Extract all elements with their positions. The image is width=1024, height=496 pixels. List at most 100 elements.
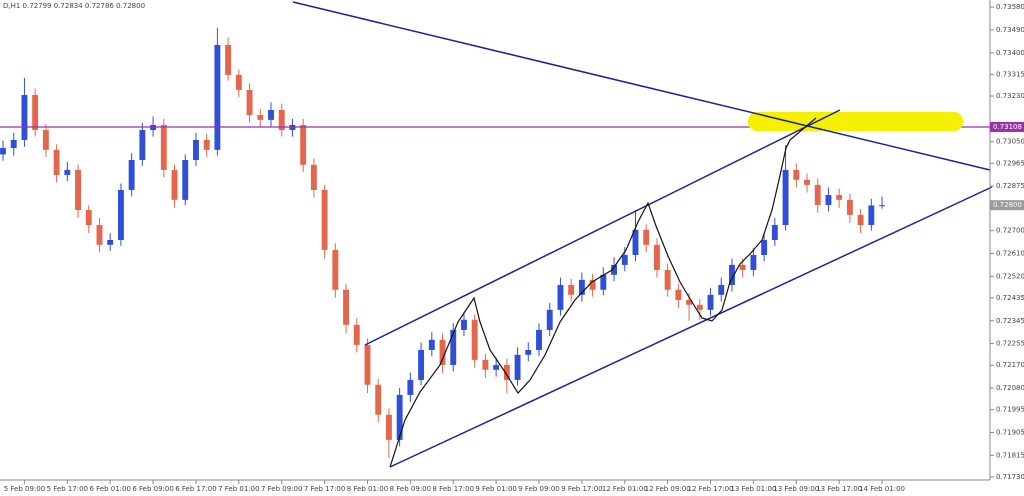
x-tick-label: 7 Feb 17:00 <box>304 485 345 493</box>
candle-body <box>879 205 885 207</box>
y-tick-label: 0.72520 <box>996 272 1024 280</box>
candle-body <box>160 124 167 170</box>
channel-lower <box>389 186 993 468</box>
y-tick-label: 0.72080 <box>996 384 1024 392</box>
y-tick-label: 0.72435 <box>996 294 1024 302</box>
x-tick-label: 6 Feb 09:00 <box>132 485 173 493</box>
x-tick-label: 6 Feb 17:00 <box>175 485 216 493</box>
y-tick-label: 0.73580 <box>996 3 1024 11</box>
candle-body <box>814 184 821 205</box>
candle-body <box>643 229 650 245</box>
candle-body <box>750 254 757 270</box>
candle-body <box>804 179 810 185</box>
y-tick-label: 0.71995 <box>996 406 1024 414</box>
candle-body <box>10 139 17 149</box>
candle-body <box>653 244 660 270</box>
candle-body <box>771 225 778 240</box>
candle-body <box>385 414 392 440</box>
annotations <box>292 1 993 468</box>
candle-body <box>664 269 671 290</box>
y-tick-label: 0.71815 <box>996 451 1024 459</box>
candle-body <box>557 284 564 310</box>
candle-body <box>321 189 328 250</box>
candle-body <box>139 130 146 160</box>
candle-body <box>332 249 339 290</box>
y-tick-label: 0.73315 <box>996 70 1024 78</box>
candle-body <box>375 384 382 415</box>
candle-body <box>428 339 435 350</box>
candle-body <box>836 195 843 200</box>
y-tick-label: 0.72255 <box>996 340 1024 348</box>
candle-body <box>75 169 81 211</box>
candle-body <box>546 309 553 330</box>
candle-body <box>825 195 832 205</box>
candle-body <box>482 359 489 370</box>
highlight <box>748 112 963 131</box>
x-tick-label: 13 Feb 09:00 <box>773 485 819 493</box>
pattern-sketch <box>389 117 817 468</box>
candle-body <box>621 254 628 265</box>
y-tick-label: 0.71730 <box>996 473 1024 481</box>
candle-body <box>42 130 49 150</box>
candle-body <box>117 189 124 240</box>
candle-body <box>0 148 6 155</box>
candle-body <box>64 169 71 175</box>
candle-body <box>536 329 542 350</box>
x-tick-label: 5 Feb 09:00 <box>4 485 45 493</box>
candle-body <box>600 274 607 290</box>
x-tick-label: 6 Feb 01:00 <box>89 485 130 493</box>
candle-body <box>246 89 253 116</box>
candle-body <box>214 44 221 150</box>
candle-body <box>96 225 103 245</box>
x-tick-label: 7 Feb 09:00 <box>261 485 302 493</box>
candle-body <box>193 139 199 160</box>
candle-body <box>761 240 768 255</box>
x-tick-label: 8 Feb 09:00 <box>390 485 431 493</box>
candle-body <box>268 109 274 120</box>
y-tick-label: 0.73490 <box>996 26 1024 34</box>
level-label: 0.73108 <box>993 123 1022 131</box>
candle-body <box>632 229 639 255</box>
candle-body <box>203 139 210 150</box>
candle-body <box>21 94 28 140</box>
candle-body <box>450 329 457 365</box>
candle-body <box>739 264 746 270</box>
price-label: 0.72800 <box>993 201 1022 209</box>
x-tick-label: 9 Feb 09:00 <box>518 485 559 493</box>
candle-body <box>471 319 478 360</box>
candle-body <box>343 289 349 325</box>
candle-body <box>107 240 114 245</box>
candle-body <box>686 299 693 305</box>
candle-body <box>461 319 467 330</box>
candle-body <box>857 214 864 226</box>
y-tick-label: 0.71905 <box>996 429 1024 437</box>
candle-body <box>257 115 264 120</box>
y-tick-label: 0.72345 <box>996 317 1024 325</box>
x-tick-label: 13 Feb 17:00 <box>816 485 862 493</box>
y-tick-label: 0.73050 <box>996 138 1024 146</box>
x-tick-label: 13 Feb 01:00 <box>730 485 776 493</box>
candle-body <box>407 379 414 395</box>
candle-body <box>300 124 307 165</box>
y-tick-label: 0.72610 <box>996 249 1024 257</box>
candle-body <box>696 304 703 310</box>
plot <box>0 27 990 458</box>
channel-upper <box>364 109 841 346</box>
x-tick-label: 12 Feb 09:00 <box>645 485 691 493</box>
y-tick-label: 0.72170 <box>996 361 1024 369</box>
candle-body <box>278 109 285 131</box>
candle-body <box>85 210 92 226</box>
candle-body <box>128 160 135 190</box>
candle-body <box>235 74 242 90</box>
chart-title: D,H1 0.72799 0.72834 0.72786 0.72800 <box>3 2 145 10</box>
x-tick-label: 12 Feb 01:00 <box>602 485 648 493</box>
candle-body <box>32 94 39 131</box>
candle-body <box>782 169 789 226</box>
candle-body <box>729 264 735 285</box>
x-tick-label: 5 Feb 17:00 <box>47 485 88 493</box>
candle-body <box>578 279 585 295</box>
x-tick-label: 7 Feb 01:00 <box>218 485 259 493</box>
